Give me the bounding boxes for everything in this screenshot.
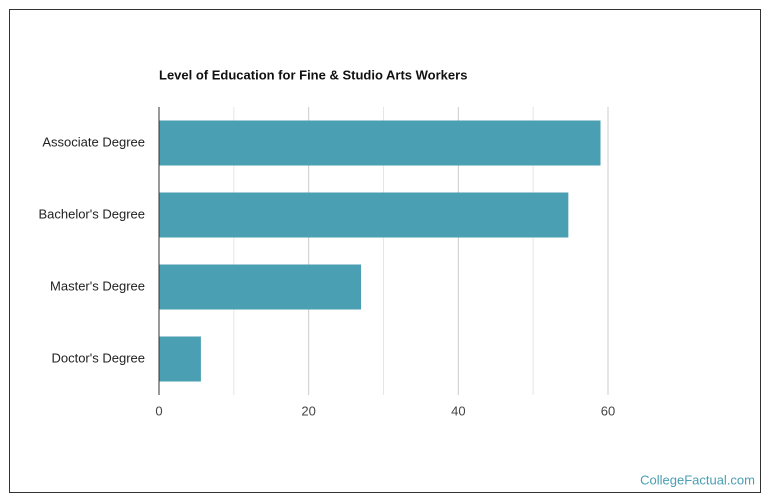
bar bbox=[159, 264, 362, 310]
x-tick-label: 0 bbox=[155, 403, 162, 418]
x-tick-label: 60 bbox=[601, 403, 615, 418]
y-tick-label: Doctor's Degree bbox=[51, 350, 145, 365]
x-tick-label: 40 bbox=[451, 403, 465, 418]
y-tick-label: Associate Degree bbox=[42, 134, 145, 149]
bar bbox=[159, 192, 569, 238]
source-link[interactable]: CollegeFactual.com bbox=[640, 472, 755, 487]
bar bbox=[159, 120, 601, 166]
bar bbox=[159, 336, 201, 382]
frame bbox=[9, 9, 761, 493]
y-tick-label: Bachelor's Degree bbox=[38, 206, 145, 221]
y-tick-label: Master's Degree bbox=[50, 278, 145, 293]
x-tick-label: 20 bbox=[301, 403, 315, 418]
chart-title: Level of Education for Fine & Studio Art… bbox=[159, 67, 467, 82]
